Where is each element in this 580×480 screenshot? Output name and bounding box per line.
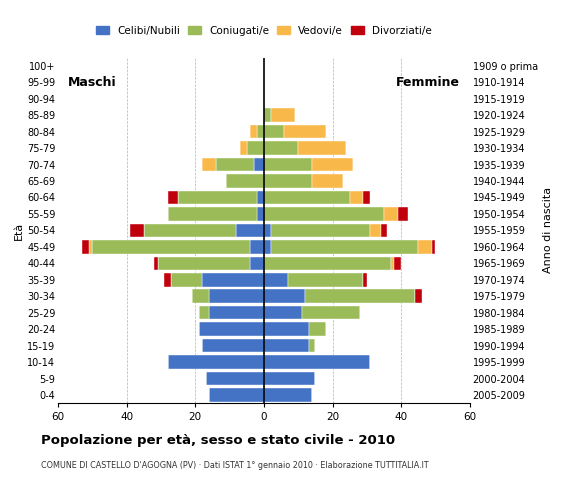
Bar [264, 355, 370, 369]
Y-axis label: Età: Età [14, 221, 24, 240]
Bar [264, 191, 350, 204]
Bar [168, 207, 257, 221]
Bar [257, 207, 264, 221]
Bar [171, 273, 202, 287]
Bar [264, 306, 302, 319]
Bar [250, 257, 264, 270]
Bar [309, 323, 325, 336]
Bar [205, 372, 264, 385]
Bar [264, 372, 316, 385]
Legend: Celibi/Nubili, Coniugati/e, Vedovi/e, Divorziati/e: Celibi/Nubili, Coniugati/e, Vedovi/e, Di… [92, 21, 436, 40]
Bar [250, 125, 257, 138]
Bar [250, 240, 264, 253]
Bar [284, 125, 325, 138]
Bar [199, 306, 209, 319]
Bar [398, 207, 408, 221]
Bar [264, 240, 271, 253]
Text: COMUNE DI CASTELLO D'AGOGNA (PV) · Dati ISTAT 1° gennaio 2010 · Elaborazione TUT: COMUNE DI CASTELLO D'AGOGNA (PV) · Dati … [41, 461, 428, 470]
Bar [312, 174, 343, 188]
Bar [264, 289, 305, 303]
Bar [271, 240, 418, 253]
Bar [240, 142, 246, 155]
Bar [92, 240, 250, 253]
Bar [257, 125, 264, 138]
Bar [168, 191, 178, 204]
Bar [199, 323, 264, 336]
Bar [264, 224, 271, 237]
Bar [298, 142, 346, 155]
Text: Maschi: Maschi [68, 76, 117, 89]
Bar [202, 273, 264, 287]
Bar [312, 158, 353, 171]
Bar [178, 191, 257, 204]
Bar [264, 323, 309, 336]
Bar [253, 158, 264, 171]
Bar [305, 289, 415, 303]
Bar [209, 388, 264, 402]
Bar [89, 240, 92, 253]
Bar [364, 191, 370, 204]
Bar [226, 174, 264, 188]
Bar [82, 240, 89, 253]
Bar [380, 224, 387, 237]
Bar [350, 191, 364, 204]
Bar [264, 388, 312, 402]
Bar [264, 125, 284, 138]
Bar [237, 224, 264, 237]
Bar [271, 108, 295, 122]
Bar [202, 158, 216, 171]
Text: Femmine: Femmine [396, 76, 459, 89]
Bar [257, 191, 264, 204]
Bar [164, 273, 171, 287]
Bar [130, 224, 144, 237]
Bar [264, 273, 288, 287]
Bar [271, 224, 370, 237]
Bar [418, 240, 432, 253]
Bar [168, 355, 264, 369]
Bar [154, 257, 158, 270]
Bar [415, 289, 422, 303]
Bar [158, 257, 250, 270]
Bar [246, 142, 264, 155]
Bar [264, 257, 391, 270]
Bar [391, 257, 394, 270]
Bar [288, 273, 364, 287]
Bar [432, 240, 436, 253]
Bar [264, 142, 298, 155]
Bar [144, 224, 237, 237]
Bar [264, 174, 312, 188]
Bar [264, 158, 312, 171]
Bar [384, 207, 398, 221]
Bar [264, 207, 384, 221]
Bar [309, 339, 316, 352]
Bar [302, 306, 360, 319]
Text: Popolazione per età, sesso e stato civile - 2010: Popolazione per età, sesso e stato civil… [41, 434, 395, 447]
Bar [394, 257, 401, 270]
Bar [364, 273, 367, 287]
Bar [264, 108, 271, 122]
Bar [264, 339, 309, 352]
Bar [202, 339, 264, 352]
Bar [216, 158, 253, 171]
Y-axis label: Anno di nascita: Anno di nascita [543, 187, 553, 274]
Bar [209, 306, 264, 319]
Bar [192, 289, 209, 303]
Bar [370, 224, 380, 237]
Bar [209, 289, 264, 303]
